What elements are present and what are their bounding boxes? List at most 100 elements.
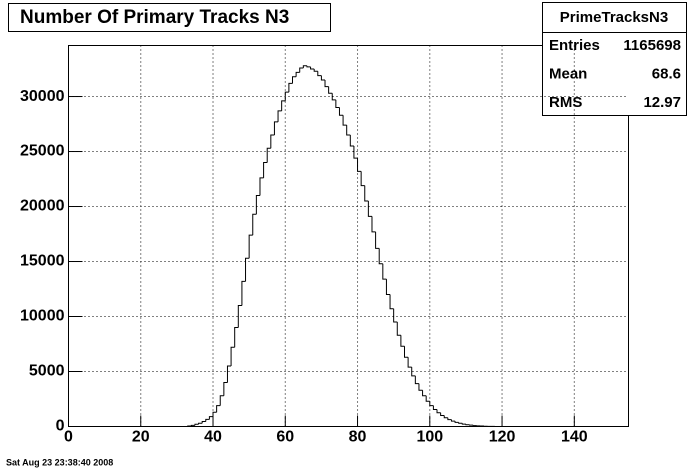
histogram-step: [353, 146, 358, 159]
histogram-step: [198, 422, 203, 425]
histogram-step: [310, 66, 315, 70]
histogram-step: [422, 390, 427, 397]
timestamp: Sat Aug 23 23:38:40 2008: [6, 457, 113, 467]
histogram-step: [414, 375, 419, 385]
x-tick-label: 140: [561, 429, 588, 446]
histogram-step: [389, 294, 394, 310]
histogram-step: [237, 305, 242, 328]
histogram-step: [367, 201, 372, 217]
y-tick-label: 5000: [29, 363, 65, 380]
x-tick-label: 80: [349, 429, 367, 446]
stats-frame: [542, 2, 687, 116]
histogram-step: [371, 216, 376, 233]
histogram-step: [190, 424, 195, 426]
histogram-step: [302, 65, 307, 68]
chart-title: Number Of Primary Tracks N3: [20, 7, 289, 28]
stats-value: 1165698: [623, 37, 681, 54]
histogram-step: [295, 71, 300, 77]
histogram-step: [357, 158, 362, 172]
histogram-step: [288, 82, 293, 93]
histogram-step: [458, 422, 463, 424]
histogram-step: [320, 75, 326, 81]
y-tick-label: 25000: [20, 143, 65, 160]
stats-label: Mean: [549, 65, 587, 82]
histogram-step: [223, 382, 228, 396]
histogram-step: [461, 423, 466, 425]
histogram-step: [450, 419, 456, 422]
histogram-step: [317, 71, 322, 77]
histogram-step: [440, 412, 445, 417]
y-tick-label: 10000: [20, 308, 65, 325]
histogram-step: [212, 411, 217, 417]
histogram-step: [270, 134, 275, 149]
histogram-step: [375, 231, 380, 249]
histogram-step: [292, 76, 297, 84]
histogram-step: [277, 110, 282, 122]
histogram-step: [187, 425, 192, 427]
histogram-step: [378, 248, 383, 265]
x-tick-label: 120: [489, 429, 516, 446]
histogram-step: [418, 383, 423, 391]
histogram-step: [194, 423, 199, 426]
histogram-step: [205, 418, 210, 422]
histogram-step: [331, 93, 336, 101]
histogram-step: [335, 99, 340, 109]
histogram-step: [324, 80, 329, 88]
histogram-step: [349, 135, 354, 147]
x-tick-label: 60: [276, 429, 294, 446]
x-tick-label: 100: [416, 429, 443, 446]
stats-value: 12.97: [643, 94, 681, 111]
histogram-step: [360, 171, 365, 187]
x-tick-label: 40: [204, 429, 222, 446]
histogram-step: [328, 86, 333, 94]
histogram-step: [407, 357, 412, 368]
histogram-step: [245, 257, 250, 282]
y-tick-label: 0: [56, 418, 65, 435]
histogram-step: [234, 327, 239, 348]
y-tick-label: 15000: [20, 253, 65, 270]
histogram-step: [396, 322, 401, 336]
x-tick-label: 0: [64, 429, 73, 446]
histogram-step: [342, 115, 347, 126]
histogram-step: [411, 367, 416, 377]
histogram-step: [230, 346, 235, 367]
histogram-step: [404, 346, 409, 358]
stats-name: PrimeTracksN3: [560, 9, 668, 26]
histogram-step: [313, 69, 318, 72]
histogram-step: [465, 424, 470, 426]
histogram-step: [208, 416, 214, 420]
histogram-step: [393, 308, 398, 323]
histogram-step: [284, 91, 289, 101]
histogram-step: [281, 100, 286, 111]
histogram-step: [364, 185, 369, 202]
histogram-step: [248, 234, 253, 259]
title-box: [8, 3, 331, 32]
histogram-step: [259, 177, 264, 196]
histogram-step: [447, 417, 452, 421]
histogram-step: [454, 421, 459, 423]
histogram-step: [273, 121, 279, 136]
histogram-step: [216, 405, 221, 413]
histogram-step: [429, 401, 434, 407]
x-tick-label: 20: [132, 429, 150, 446]
histogram-step: [201, 421, 206, 424]
histogram-step: [382, 263, 387, 280]
stats-value: 68.6: [652, 65, 681, 82]
histogram-step: [255, 195, 260, 215]
histogram-step: [346, 125, 351, 136]
histogram-step: [226, 365, 232, 383]
histogram-step: [219, 395, 224, 406]
histogram-step: [432, 405, 438, 410]
y-tick-label: 20000: [20, 198, 65, 215]
histogram-step: [299, 67, 304, 73]
histogram-step: [241, 280, 246, 306]
histogram-step: [338, 107, 344, 116]
stats-label: Entries: [549, 37, 600, 54]
histogram-step: [385, 279, 391, 296]
histogram-step: [306, 65, 311, 68]
histogram-step: [252, 213, 257, 236]
histogram-step: [425, 395, 430, 402]
